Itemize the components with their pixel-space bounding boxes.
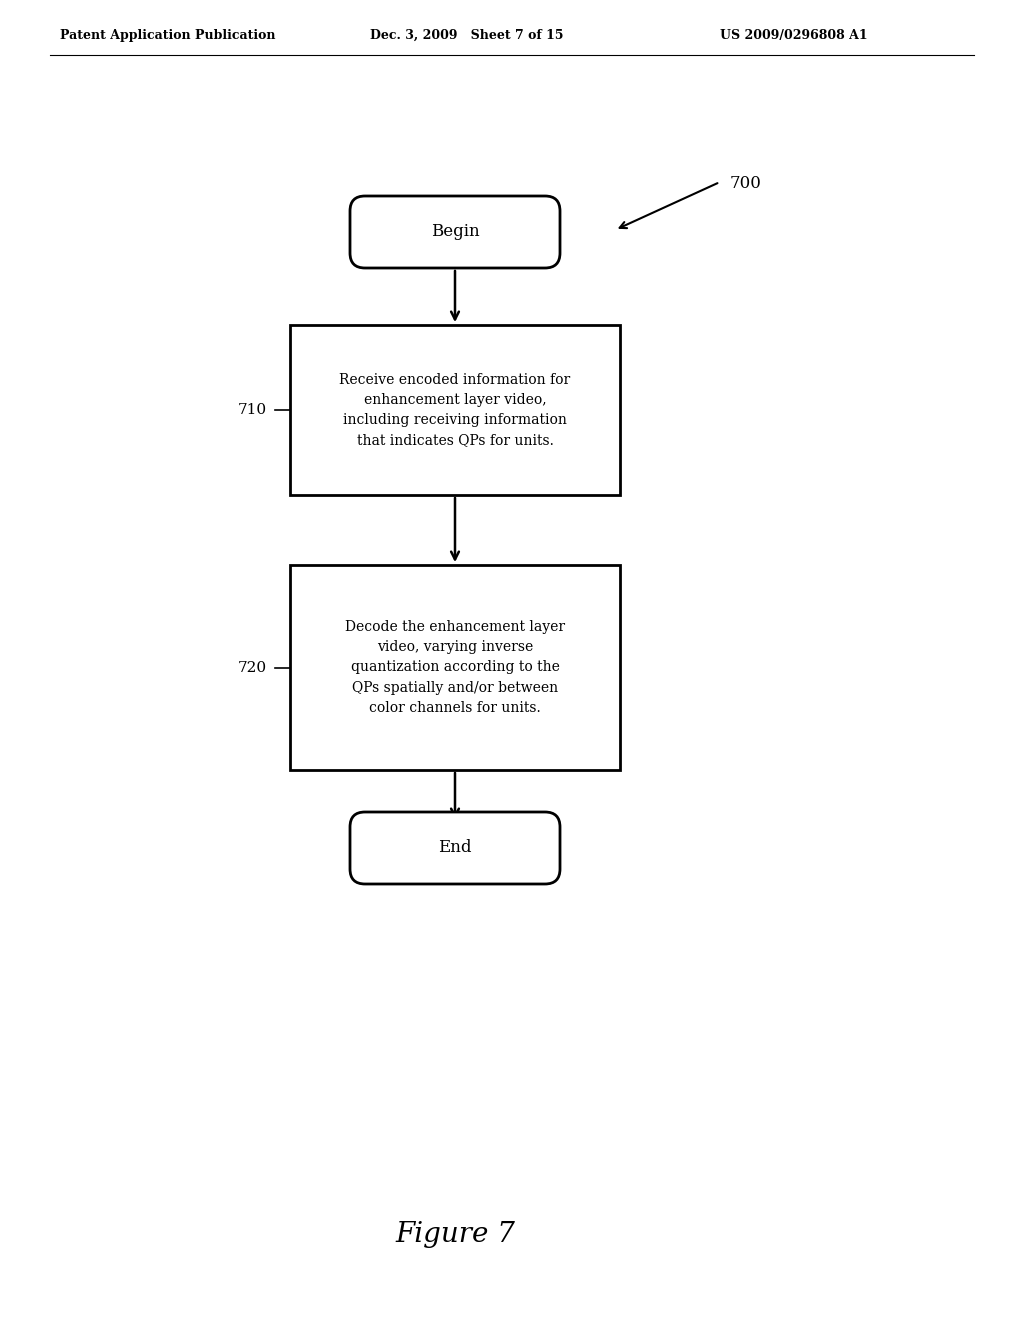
- FancyBboxPatch shape: [350, 195, 560, 268]
- Text: 710: 710: [238, 403, 267, 417]
- Text: End: End: [438, 840, 472, 857]
- Text: Dec. 3, 2009   Sheet 7 of 15: Dec. 3, 2009 Sheet 7 of 15: [370, 29, 563, 41]
- Text: Figure 7: Figure 7: [395, 1221, 515, 1249]
- Text: US 2009/0296808 A1: US 2009/0296808 A1: [720, 29, 867, 41]
- Text: Begin: Begin: [431, 223, 479, 240]
- Text: Receive encoded information for
enhancement layer video,
including receiving inf: Receive encoded information for enhancem…: [339, 374, 570, 447]
- FancyBboxPatch shape: [350, 812, 560, 884]
- Bar: [290, 565, 620, 770]
- Text: 700: 700: [730, 176, 762, 191]
- Text: Patent Application Publication: Patent Application Publication: [60, 29, 275, 41]
- Text: Decode the enhancement layer
video, varying inverse
quantization according to th: Decode the enhancement layer video, vary…: [345, 620, 565, 714]
- Text: 720: 720: [238, 660, 267, 675]
- Bar: [290, 325, 620, 495]
